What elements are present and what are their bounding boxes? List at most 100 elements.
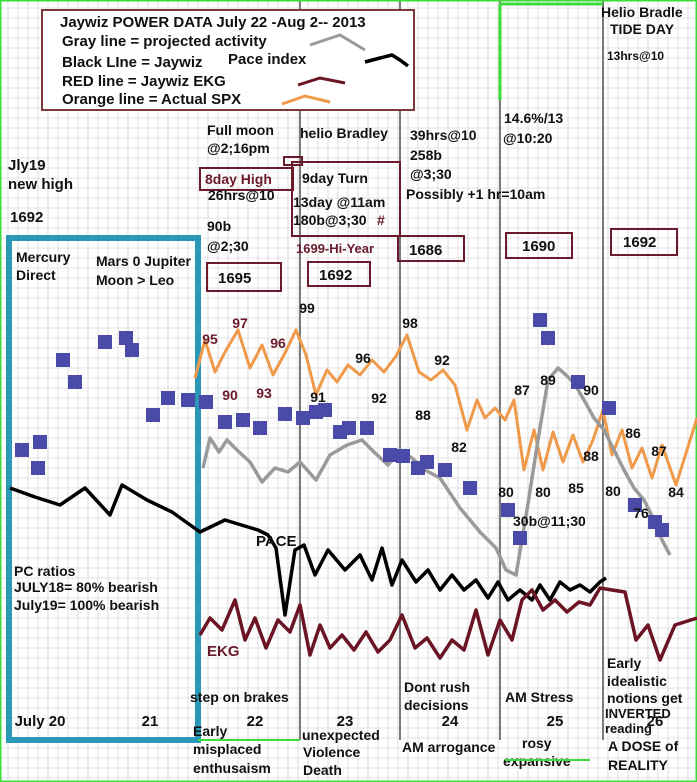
blue-square bbox=[420, 455, 434, 469]
point-label: 87 bbox=[514, 382, 530, 398]
mercury-box bbox=[6, 235, 201, 743]
rosy: rosy bbox=[522, 735, 552, 751]
target-1695: 1695 bbox=[218, 270, 251, 287]
blue-square bbox=[438, 463, 452, 477]
blue-square bbox=[541, 331, 555, 345]
unexpected: unexpected bbox=[302, 727, 380, 743]
blue-square bbox=[31, 461, 45, 475]
mars: Mars 0 Jupiter bbox=[96, 253, 191, 269]
hrs13-top: 13hrs@10 bbox=[607, 49, 664, 63]
pc-ratios: PC ratios bbox=[14, 563, 76, 579]
point-label: 99 bbox=[299, 300, 315, 316]
full-moon-time: @2;16pm bbox=[207, 140, 270, 156]
helio-top: Helio Bradle bbox=[601, 4, 683, 20]
blue-square bbox=[199, 395, 213, 409]
step-brakes: step on brakes bbox=[190, 689, 289, 705]
point-label: 90 bbox=[222, 387, 238, 403]
blue-square bbox=[98, 335, 112, 349]
idealistic: idealistic bbox=[607, 673, 667, 689]
july19: July19= 100% bearish bbox=[14, 597, 159, 613]
blue-square bbox=[125, 343, 139, 357]
moon-leo: Moon > Leo bbox=[96, 272, 174, 288]
at-330: @3;30 bbox=[410, 166, 452, 182]
blue-square bbox=[463, 481, 477, 495]
tide-day: TIDE DAY bbox=[610, 21, 675, 37]
blue-square bbox=[571, 375, 585, 389]
am-arrogance: AM arrogance bbox=[402, 739, 496, 755]
legend-orange: Orange line = Actual SPX bbox=[62, 91, 241, 108]
legend-pace-index: Pace index bbox=[228, 51, 307, 68]
x-tick-label: July 20 bbox=[15, 713, 66, 730]
legend-red: RED line = Jaywiz EKG bbox=[62, 73, 226, 90]
point-label: 96 bbox=[355, 350, 371, 366]
point-label: 90 bbox=[583, 382, 599, 398]
possibly: Possibly +1 hr=10am bbox=[406, 186, 545, 202]
point-label: 80 bbox=[605, 483, 621, 499]
point-label: 80 bbox=[535, 484, 551, 500]
day8-high: 8day High bbox=[205, 171, 272, 187]
x-tick-label: 26 bbox=[647, 713, 664, 730]
target-1692-b: 1692 bbox=[623, 234, 656, 251]
point-label: 93 bbox=[256, 385, 272, 401]
blue-square bbox=[218, 415, 232, 429]
legend-gray: Gray line = projected activity bbox=[62, 33, 267, 50]
early1: Early bbox=[193, 723, 227, 739]
blue-square bbox=[181, 393, 195, 407]
blue-square bbox=[318, 403, 332, 417]
am-stress: AM Stress bbox=[505, 689, 574, 705]
notions: notions get bbox=[607, 690, 683, 706]
hi-year: 1699-Hi-Year bbox=[296, 241, 374, 256]
blue-square bbox=[33, 435, 47, 449]
death: Death bbox=[303, 762, 342, 778]
ekg-label: EKG bbox=[207, 643, 240, 660]
point-label: 88 bbox=[415, 407, 431, 423]
blue-square bbox=[278, 407, 292, 421]
x-axis-labels: July 20 21 22 23 24 25 26 bbox=[15, 713, 664, 730]
dose: A DOSE of bbox=[608, 738, 679, 754]
point-label: 89 bbox=[540, 372, 556, 388]
blue-square bbox=[296, 411, 310, 425]
legend-title: Jaywiz POWER DATA July 22 -Aug 2-- 2013 bbox=[60, 14, 366, 31]
point-label: 88 bbox=[583, 448, 599, 464]
enthusaism: enthusaism bbox=[193, 760, 271, 776]
direct: Direct bbox=[16, 267, 56, 283]
blue-square bbox=[68, 375, 82, 389]
x-tick-label: 22 bbox=[247, 713, 264, 730]
blue-square bbox=[533, 313, 547, 327]
helio-bradley: helio Bradley bbox=[300, 125, 388, 141]
point-label: 96 bbox=[270, 335, 286, 351]
value-1692-left: 1692 bbox=[10, 209, 43, 226]
july18: JULY18= 80% bearish bbox=[14, 579, 158, 595]
series-line-1 bbox=[201, 366, 672, 577]
b180: 180b@3;30 bbox=[293, 212, 367, 228]
blue-square bbox=[56, 353, 70, 367]
pace-label: PACE bbox=[256, 533, 297, 550]
full-moon: Full moon bbox=[207, 122, 274, 138]
blue-square bbox=[146, 408, 160, 422]
point-label: 82 bbox=[451, 439, 467, 455]
point-label: 86 bbox=[625, 425, 641, 441]
at-230: @2;30 bbox=[207, 238, 249, 254]
point-label: 98 bbox=[402, 315, 418, 331]
blue-square bbox=[342, 421, 356, 435]
x-tick-label: 23 bbox=[337, 713, 354, 730]
point-label: 80 bbox=[498, 484, 514, 500]
point-label: 84 bbox=[668, 484, 684, 500]
target-box-1 bbox=[206, 262, 282, 292]
mercury: Mercury bbox=[16, 249, 71, 265]
blue-square bbox=[161, 391, 175, 405]
hrs39: 39hrs@10 bbox=[410, 127, 477, 143]
legend-red-swatch bbox=[297, 76, 346, 87]
point-label: 92 bbox=[434, 352, 450, 368]
blue-square bbox=[628, 498, 642, 512]
blue-square bbox=[513, 531, 527, 545]
series-line-3 bbox=[198, 586, 697, 662]
decisions: decisions bbox=[404, 697, 469, 713]
point-label: 92 bbox=[371, 390, 387, 406]
x-tick-label: 24 bbox=[442, 713, 459, 730]
target-box-4 bbox=[505, 232, 573, 259]
blue-square bbox=[119, 331, 133, 345]
reality: REALITY bbox=[608, 757, 669, 773]
target-1686: 1686 bbox=[409, 242, 442, 259]
